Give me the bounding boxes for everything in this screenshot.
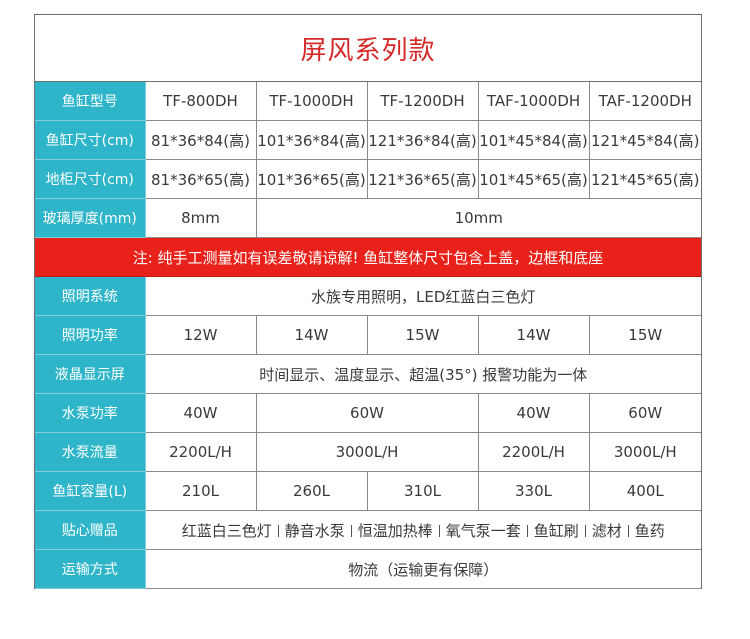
separator [526,524,528,537]
gift-item: 氧气泵一套 [445,521,521,540]
separator [584,524,586,537]
gifts-cell: 红蓝白三色灯 静音水泵 恒温加热棒 氧气泵一套 鱼缸刷 滤材 鱼药 [144,510,701,550]
pump-power-cell: 40W [477,393,590,433]
capacity-cell: 310L [366,471,479,511]
row-label-cabinet-size: 地柜尺寸(cm) [35,159,146,199]
gift-item: 鱼药 [634,521,665,540]
separator [277,524,279,537]
pump-flow-cell: 3000L/H [588,432,701,472]
row-label-lcd: 液晶显示屏 [35,354,146,394]
notice-banner: 注: 纯手工测量如有误差敬请谅解! 鱼缸整体尺寸包含上盖，边框和底座 [35,237,701,277]
pump-flow-cell: 2200L/H [477,432,590,472]
row-label-gifts: 贴心赠品 [35,510,146,550]
table-row-shipping: 运输方式 物流（运输更有保障） [35,549,701,589]
row-label-capacity: 鱼缸容量(L) [35,471,146,511]
cabinet-size-cell: 81*36*65(高) [144,159,257,199]
model-cell: TAF-1200DH [588,82,701,121]
model-cell: TAF-1000DH [477,82,590,121]
light-power-cell: 14W [477,315,590,355]
light-power-cell: 15W [588,315,701,355]
gift-item: 恒温加热棒 [357,521,433,540]
pump-flow-cell: 3000L/H [255,432,479,472]
capacity-cell: 400L [588,471,701,511]
tank-size-cell: 101*36*84(高) [255,120,368,160]
row-label-glass: 玻璃厚度(mm) [35,198,146,238]
tank-size-cell: 121*45*84(高) [588,120,701,160]
table-row-lcd: 液晶显示屏 时间显示、温度显示、超温(35°) 报警功能为一体 [35,354,701,394]
pump-power-cell: 60W [255,393,479,433]
model-cell: TF-1200DH [366,82,479,121]
table-row-model: 鱼缸型号 TF-800DH TF-1000DH TF-1200DH TAF-10… [35,82,701,121]
gift-item: 鱼缸刷 [533,521,579,540]
table-row-gifts: 贴心赠品 红蓝白三色灯 静音水泵 恒温加热棒 氧气泵一套 鱼缸刷 滤材 鱼药 [35,510,701,550]
pump-flow-cell: 2200L/H [144,432,257,472]
row-label-model: 鱼缸型号 [35,82,146,121]
capacity-cell: 260L [255,471,368,511]
cabinet-size-cell: 101*45*65(高) [477,159,590,199]
separator [627,524,629,537]
shipping-cell: 物流（运输更有保障） [144,549,701,589]
gift-item: 滤材 [591,521,622,540]
table-row-glass: 玻璃厚度(mm) 8mm 10mm [35,198,701,238]
separator [350,524,352,537]
capacity-cell: 210L [144,471,257,511]
glass-cell: 10mm [255,198,701,238]
pump-power-cell: 60W [588,393,701,433]
row-label-tank-size: 鱼缸尺寸(cm) [35,120,146,160]
model-cell: TF-1000DH [255,82,368,121]
model-cell: TF-800DH [144,82,257,121]
cabinet-size-cell: 101*36*65(高) [255,159,368,199]
row-label-light-power: 照明功率 [35,315,146,355]
light-power-cell: 15W [366,315,479,355]
row-label-shipping: 运输方式 [35,549,146,589]
light-power-cell: 12W [144,315,257,355]
table-row-cabinet-size: 地柜尺寸(cm) 81*36*65(高) 101*36*65(高) 121*36… [35,159,701,199]
table-row-pump-flow: 水泵流量 2200L/H 3000L/H 2200L/H 3000L/H [35,432,701,472]
row-label-pump-power: 水泵功率 [35,393,146,433]
tank-size-cell: 81*36*84(高) [144,120,257,160]
table-row-capacity: 鱼缸容量(L) 210L 260L 310L 330L 400L [35,471,701,511]
gift-item: 红蓝白三色灯 [181,521,272,540]
cabinet-size-cell: 121*45*65(高) [588,159,701,199]
light-power-cell: 14W [255,315,368,355]
table-row-pump-power: 水泵功率 40W 60W 40W 60W [35,393,701,433]
row-label-lighting: 照明系统 [35,276,146,316]
glass-cell: 8mm [144,198,257,238]
lighting-cell: 水族专用照明，LED红蓝白三色灯 [144,276,701,316]
capacity-cell: 330L [477,471,590,511]
row-label-pump-flow: 水泵流量 [35,432,146,472]
table-row-light-power: 照明功率 12W 14W 15W 14W 15W [35,315,701,355]
separator [438,524,440,537]
table-row-lighting: 照明系统 水族专用照明，LED红蓝白三色灯 [35,276,701,316]
spec-table: 鱼缸型号 TF-800DH TF-1000DH TF-1200DH TAF-10… [35,82,701,589]
spec-sheet: 屏风系列款 鱼缸型号 TF-800DH TF-1000DH TF-1200DH … [34,14,702,589]
lcd-cell: 时间显示、温度显示、超温(35°) 报警功能为一体 [144,354,701,394]
notice-row: 注: 纯手工测量如有误差敬请谅解! 鱼缸整体尺寸包含上盖，边框和底座 [35,237,701,277]
pump-power-cell: 40W [144,393,257,433]
tank-size-cell: 101*45*84(高) [477,120,590,160]
gift-item: 静音水泵 [284,521,345,540]
page-title: 屏风系列款 [35,15,701,82]
table-row-tank-size: 鱼缸尺寸(cm) 81*36*84(高) 101*36*84(高) 121*36… [35,120,701,160]
tank-size-cell: 121*36*84(高) [366,120,479,160]
cabinet-size-cell: 121*36*65(高) [366,159,479,199]
